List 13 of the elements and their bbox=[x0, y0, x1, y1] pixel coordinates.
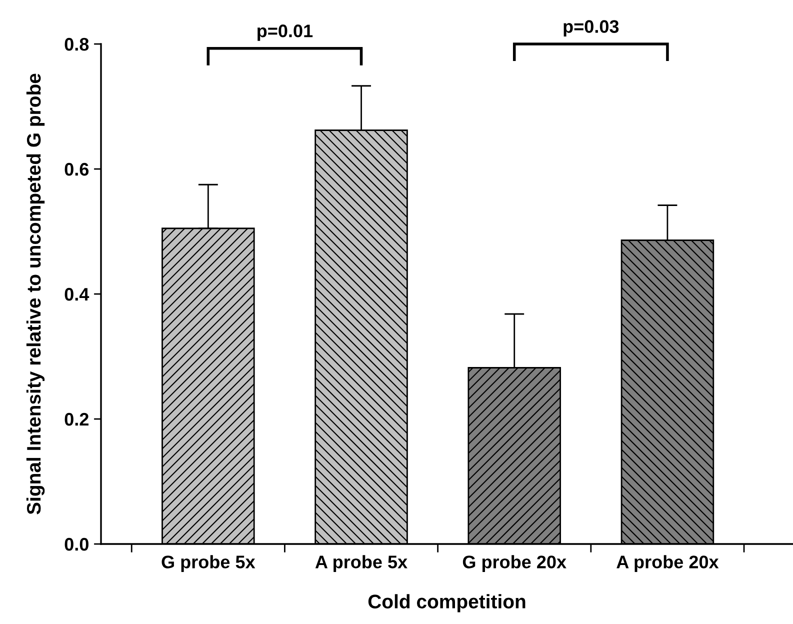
x-tick-label: A probe 20x bbox=[616, 555, 719, 572]
text: p=0.03 bbox=[564, 20, 619, 36]
y-tick-label: 0.8 bbox=[64, 38, 89, 51]
y-tick-label: 0.2 bbox=[64, 412, 88, 426]
y-tick-label: 0.4 bbox=[64, 288, 90, 301]
x-tick-label: G probe 5x bbox=[162, 555, 256, 572]
y-tick-label: 0.0 bbox=[64, 538, 88, 551]
y-axis-title: Signal Intensity relative to uncompeted G probe bbox=[26, 74, 45, 514]
x-axis-title: Cold competition bbox=[368, 594, 526, 612]
y-tick-label: 0.6 bbox=[64, 162, 89, 176]
x-tick-label: G probe 20x bbox=[462, 555, 566, 572]
text: p=0.01 bbox=[258, 24, 313, 41]
x-tick-label: A probe 5x bbox=[315, 555, 408, 572]
